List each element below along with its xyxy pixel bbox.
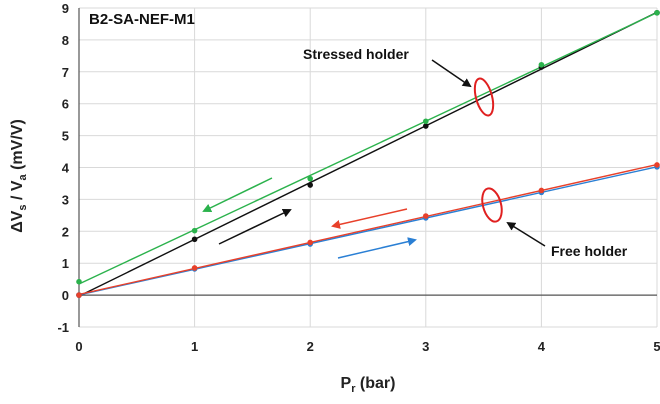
y-tick-label: 7 [62,65,69,80]
data-point-stressed_unload [654,9,660,16]
data-point-stressed_load [307,182,314,188]
x-tick-label: 1 [191,339,198,354]
x-tick-label: 5 [653,339,660,354]
data-point-free_unload [307,239,314,246]
data-point-stressed_load [423,123,429,129]
series-line-stressed_unload [78,11,658,285]
y-tick-label: 8 [62,33,69,48]
data-point-stressed_unload [76,278,82,285]
data-point-stressed_load [191,236,198,243]
free-group-ellipse [481,187,503,223]
arrow-load-stressed [218,208,292,245]
y-tick-label: 0 [62,288,69,303]
data-point-stressed_unload [423,118,429,125]
y-tick-label: 2 [62,224,69,239]
y-tick-label: 1 [62,256,69,271]
series-line-stressed_load [78,11,658,297]
x-axis-label-main: P [341,375,352,392]
y-axis-label-p3: a [17,173,29,180]
data-point-free_unload [76,292,82,298]
series-lines [78,11,658,297]
tick-labels: -1 0 1 2 3 4 5 6 7 8 9 0 1 2 3 4 5 [57,1,660,354]
y-axis-label-p1: s [17,204,29,210]
stressed-holder-label: Stressed holder [303,46,409,62]
y-tick-label: 4 [62,161,70,176]
x-axis-label-sub: r [351,383,356,395]
series-line-free_load [78,166,658,296]
x-tick-label: 3 [422,339,429,354]
x-tick-label: 0 [75,339,82,354]
data-point-free_unload [423,213,429,219]
arrow-load-free [337,237,417,259]
y-axis-label-p4: (mV/V) [9,119,26,174]
data-point-stressed_unload [538,61,545,68]
annotations: Stressed holder Free holder [202,46,628,259]
free-pointer-arrow [506,221,546,247]
x-axis-label-unit: (bar) [355,375,395,392]
data-point-stressed_unload [191,227,198,234]
arrow-unload-stressed [202,177,273,212]
y-axis-label-p2: / V [9,180,26,204]
y-tick-label: 3 [62,192,69,207]
stressed-group-ellipse [473,77,495,117]
x-tick-label: 2 [307,339,314,354]
y-tick-label: -1 [57,320,69,335]
data-point-stressed_unload [307,175,314,182]
arrow-unload-free [331,208,408,229]
data-point-free_unload [191,265,198,271]
data-point-free_unload [538,187,545,194]
y-axis-label: ΔVs / Va (mV/V) [9,119,29,233]
free-holder-label: Free holder [551,243,628,259]
x-tick-label: 4 [538,339,546,354]
y-tick-label: 6 [62,97,69,112]
stressed-pointer-arrow [431,59,472,88]
y-axis-label-p0: ΔV [9,210,26,233]
x-axis-label: Pr (bar) [341,375,396,395]
chart-title: B2-SA-NEF-M1 [89,11,195,28]
data-point-free_unload [654,162,660,168]
y-tick-label: 9 [62,1,69,16]
grid-lines [79,7,658,328]
series-line-free_unload [78,163,658,296]
y-tick-label: 5 [62,129,69,144]
data-markers [76,9,660,298]
axes [78,8,657,327]
